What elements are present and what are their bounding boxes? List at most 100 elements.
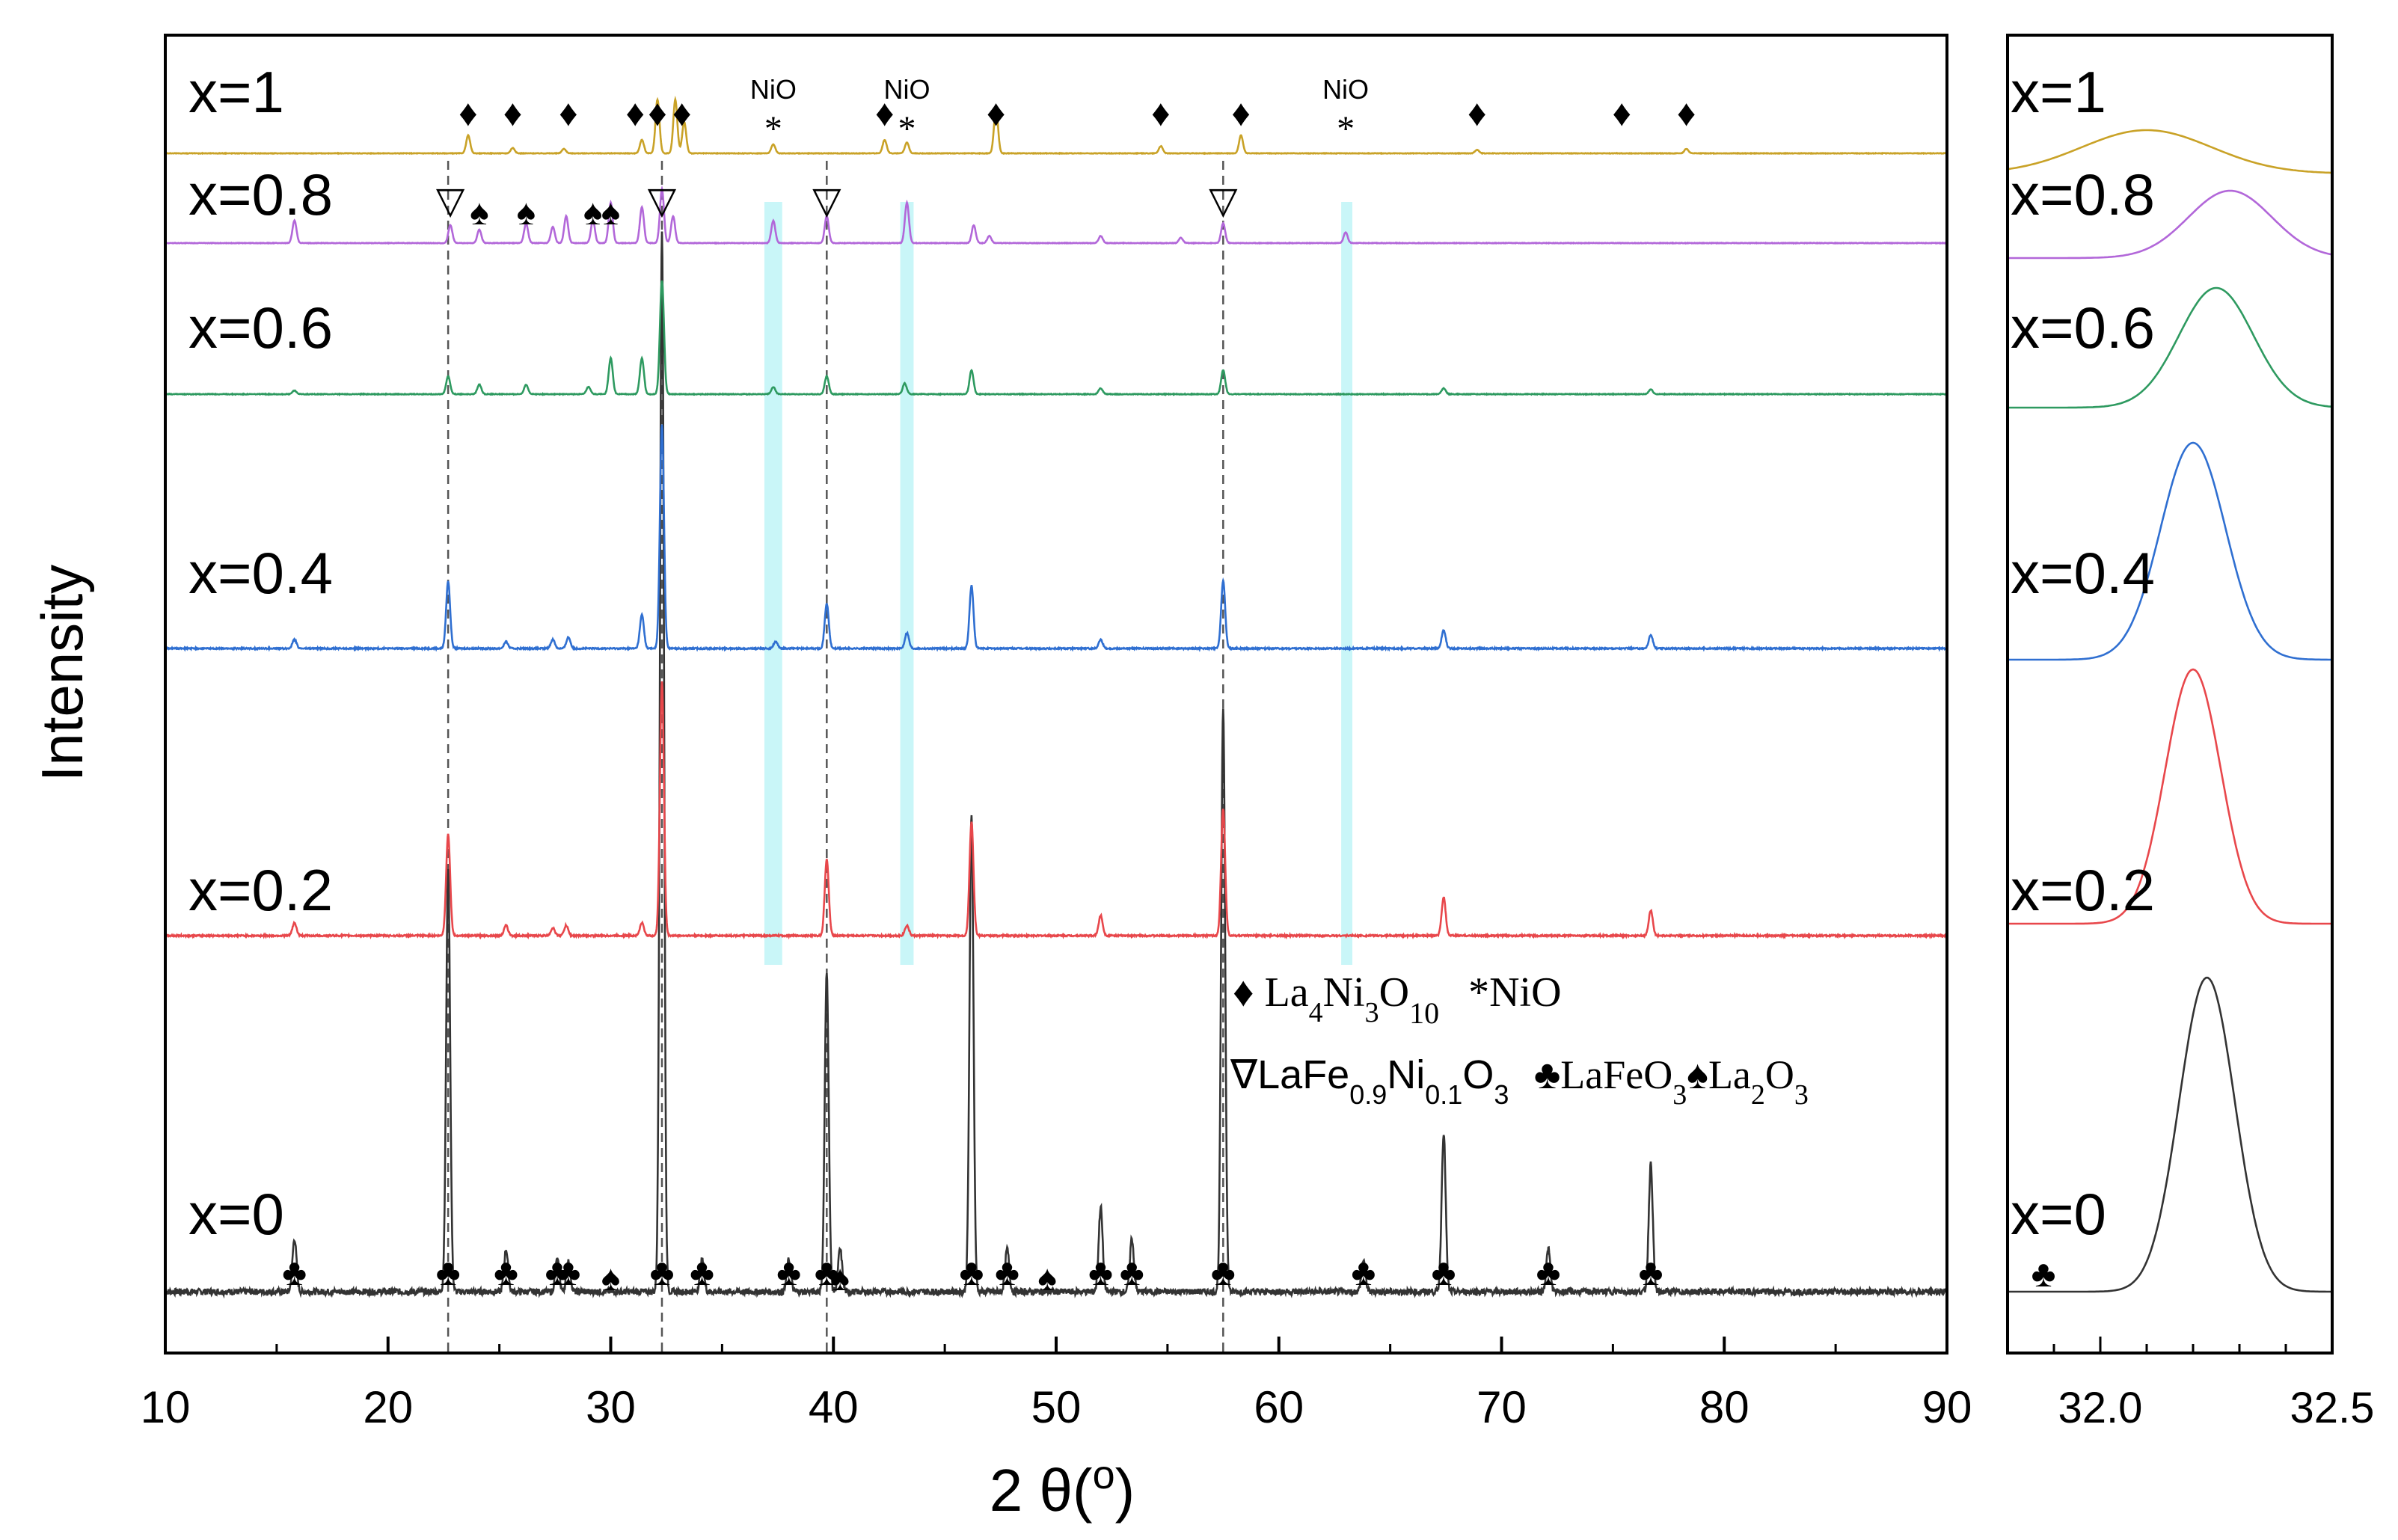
x-0-club-marker-14: ♣ [1351, 1251, 1376, 1293]
inset-tick-label-32.0: 32.0 [2058, 1384, 2143, 1432]
x-1-marker-10: ♦ [1468, 92, 1487, 134]
x-1-star-marker-2: * [1337, 109, 1355, 149]
series-label-x-0-2: x=0.2 [188, 857, 333, 923]
x-0-club-marker-1: ♣ [436, 1251, 461, 1293]
x-0-club-marker-10: ♣ [995, 1251, 1019, 1293]
x-tick-label-10: 10 [141, 1382, 191, 1432]
inset-line-x-0-2 [2008, 668, 2332, 925]
inset-line-x-0-8 [2008, 189, 2333, 260]
reference-lines [447, 161, 1224, 1353]
x-1-star-marker-1: * [898, 109, 916, 149]
x-tick-label-80: 80 [1699, 1382, 1750, 1432]
x-1-marker-12: ♦ [1677, 92, 1696, 134]
x-0-spade-marker-2: ♠ [1037, 1259, 1057, 1298]
x-1-marker-9: ♦ [1231, 92, 1251, 134]
x-1-marker-11: ♦ [1613, 92, 1632, 134]
x-tick-label-50: 50 [1031, 1382, 1082, 1432]
y-axis-label: Intensity [29, 565, 95, 782]
x-1-marker-5: ♦ [672, 92, 692, 134]
x-1-marker-6: ♦ [875, 92, 895, 134]
x-1-marker-8: ♦ [1151, 92, 1171, 134]
inset-label-x-0-6: x=0.6 [2011, 295, 2155, 361]
x-0-spade-marker-1: ♠ [830, 1259, 850, 1298]
series-label-x-0-6: x=0.6 [188, 295, 333, 361]
inset-line-x-0-6 [2008, 286, 2333, 409]
inset-series-labels: x=0 x=0.2 x=0.4 x=0.6 x=0.8 x=1 [2011, 59, 2155, 1247]
nio-label-1: NiO [884, 74, 930, 105]
x-0-club-marker-4: ♣ [556, 1251, 581, 1293]
series-line-x-1 [165, 95, 1947, 156]
inset-club-marker: ♣ [2031, 1253, 2056, 1295]
x-tick-label-20: 20 [363, 1382, 413, 1432]
x-0-club-marker-16: ♣ [1536, 1251, 1561, 1293]
main-x-ticks: 10 20 30 40 50 60 70 80 90 [141, 1337, 1972, 1432]
x-0-8-spade-marker-0: ♠ [470, 193, 489, 233]
inset-line-x-0 [2008, 976, 2332, 1293]
x-1-marker-2: ♦ [559, 92, 578, 134]
inset-label-x-0-2: x=0.2 [2011, 857, 2155, 923]
x-1-marker-4: ♦ [648, 92, 667, 134]
x-0-club-marker-6: ♣ [690, 1251, 714, 1293]
x-0-club-marker-12: ♣ [1120, 1251, 1144, 1293]
nio-band-2 [1341, 202, 1353, 965]
inset-label-x-0: x=0 [2011, 1181, 2106, 1247]
x-0-8-spade-marker-2: ♠ [583, 193, 603, 233]
x-0-spade-marker-0: ♠ [601, 1259, 621, 1298]
nio-band-1 [900, 202, 914, 965]
legend-la4ni3o10-text: La [1265, 969, 1309, 1016]
inset-label-x-0-8: x=0.8 [2011, 162, 2155, 227]
x-1-marker-0: ♦ [459, 92, 478, 134]
nio-label-2: NiO [1322, 74, 1369, 105]
x-0-club-marker-13: ♣ [1211, 1251, 1236, 1293]
series-line-x-0-6 [165, 280, 1948, 396]
x-0-club-marker-5: ♣ [650, 1251, 675, 1293]
inset-label-x-1: x=1 [2011, 59, 2106, 125]
x-0-club-marker-3: ♣ [545, 1251, 570, 1293]
series-labels: x=0 x=0.2 x=0.4 x=0.6 x=0.8 x=1 [188, 59, 333, 1247]
x-axis-label: 2 θ(o) [990, 1452, 1135, 1524]
x-0-club-marker-17: ♣ [1639, 1251, 1663, 1293]
inset-tick-label-32.5: 32.5 [2290, 1384, 2375, 1432]
x-tick-label-30: 30 [586, 1382, 636, 1432]
x-0-8-spade-marker-3: ♠ [601, 193, 621, 233]
series-line-x-0-4 [165, 424, 1948, 653]
series-line-x-0 [165, 231, 1948, 1299]
x-1-marker-3: ♦ [625, 92, 645, 134]
x-0-8-tri-marker-1: ▽ [648, 180, 677, 221]
x-0-8-tri-marker-0: ▽ [436, 180, 465, 221]
series-label-x-0-4: x=0.4 [188, 540, 333, 606]
x-axis-label-unit: o [1093, 1452, 1115, 1497]
x-1-marker-7: ♦ [987, 92, 1006, 134]
x-1-star-marker-0: * [764, 109, 782, 149]
x-0-club-marker-0: ♣ [282, 1251, 307, 1293]
x-tick-label-90: 90 [1922, 1382, 1972, 1432]
main-series [165, 95, 1948, 1299]
series-label-x-0: x=0 [188, 1181, 284, 1247]
inset-line-x-0-4 [2008, 441, 2332, 661]
inset-label-x-0-4: x=0.4 [2011, 540, 2155, 606]
nio-label-0: NiO [750, 74, 797, 105]
series-label-x-1: x=1 [188, 59, 284, 125]
inset-line-x-1 [2007, 129, 2333, 174]
inset-series [2007, 129, 2333, 1293]
legend-sub-10: 10 [1409, 996, 1439, 1030]
legend-sub-3: 3 [1365, 997, 1379, 1028]
legend-triangle-icon: ∇ [1230, 1052, 1258, 1097]
x-0-club-marker-8: ♣ [815, 1251, 839, 1293]
nio-band-0 [764, 202, 782, 965]
x-0-club-marker-2: ♣ [494, 1251, 518, 1293]
x-axis-label-main: 2 θ( [990, 1457, 1093, 1524]
x-tick-label-40: 40 [809, 1382, 859, 1432]
legend: ♦ La4Ni3O10 *NiO ∇LaFe0.9Ni0.1O3 ♣LaFeO3… [1230, 969, 1809, 1111]
x-tick-label-60: 60 [1254, 1382, 1304, 1432]
x-0-club-marker-11: ♣ [1088, 1251, 1113, 1293]
legend-sub-4: 4 [1309, 997, 1323, 1028]
x-0-8-spade-marker-1: ♠ [517, 193, 536, 233]
series-line-x-0-8 [165, 185, 1948, 245]
x-0-club-marker-9: ♣ [959, 1251, 984, 1293]
x-tick-label-70: 70 [1476, 1382, 1527, 1432]
x-1-marker-1: ♦ [503, 92, 523, 134]
x-axis-label-close: ) [1115, 1457, 1135, 1524]
x-0-club-marker-7: ♣ [776, 1251, 801, 1293]
